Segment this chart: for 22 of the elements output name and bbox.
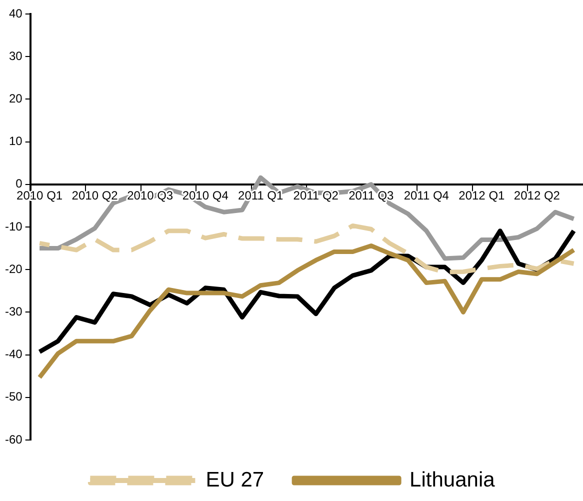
y-tick-label: 10 [8,134,23,148]
y-tick-label: -20 [5,262,23,276]
x-tick-label: 2011 Q4 [404,188,450,203]
y-tick-label: -10 [5,219,23,234]
legend-label: Lithuania [410,468,496,492]
y-tick-label: -40 [5,347,23,362]
x-tick-label: 2011 Q3 [348,188,394,203]
x-tick-label: 2010 Q4 [182,188,229,203]
x-tick-label: 2012 Q2 [514,188,560,203]
y-tick-label: 30 [8,48,23,63]
legend-label: EU 27 [206,468,264,492]
y-tick-label: -30 [5,304,23,319]
y-tick-label: 20 [8,92,23,106]
y-tick-label: 40 [8,6,23,20]
x-tick-label: 2011 Q2 [293,188,339,203]
x-tick-label: 2011 Q1 [238,188,284,203]
x-tick-label: 2010 Q2 [72,188,118,203]
y-tick-label: -60 [5,432,23,446]
line-series [37,223,576,274]
y-tick-label: -50 [5,390,23,404]
y-tick-label: 0 [16,176,23,191]
x-tick-label: 2012 Q1 [458,188,506,203]
